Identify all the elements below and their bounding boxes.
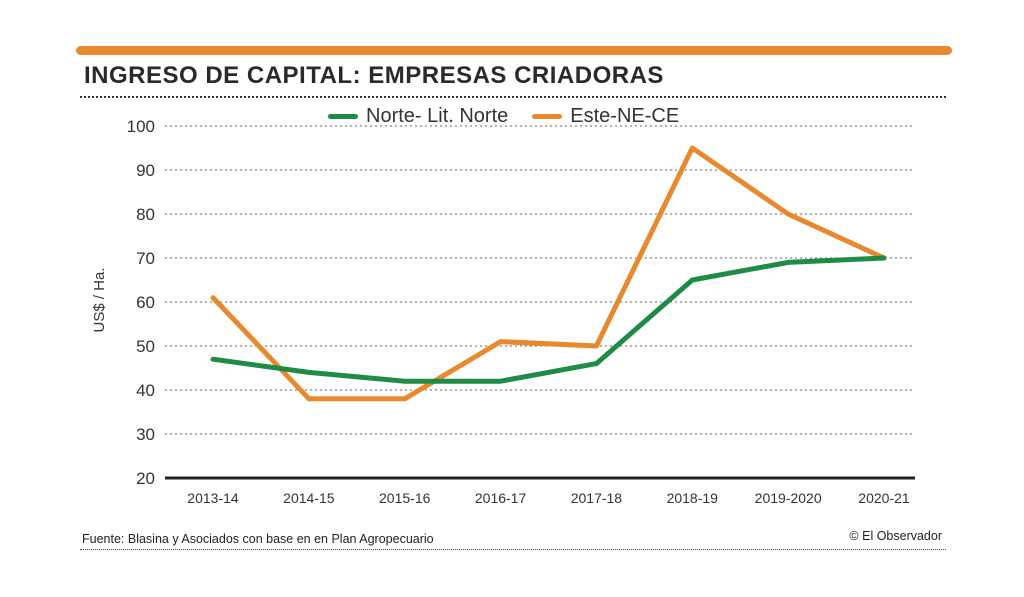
legend-label-norte: Norte- Lit. Norte — [366, 104, 509, 127]
y-tick-label: 70 — [136, 249, 155, 268]
x-tick-label: 2019-2020 — [755, 490, 822, 506]
title-divider — [80, 96, 946, 98]
y-tick-label: 40 — [136, 381, 155, 400]
series-line-este — [210, 145, 887, 402]
y-tick-label: 20 — [136, 469, 155, 488]
chart-legend: Norte- Lit. Norte Este-NE-CE — [328, 104, 703, 128]
y-axis-ticks: 20 30 40 50 60 70 80 90 100 — [127, 117, 155, 488]
y-tick-label: 30 — [136, 425, 155, 444]
footer-divider — [80, 549, 946, 550]
x-tick-label: 2017-18 — [571, 490, 623, 506]
series-line-norte — [210, 255, 887, 384]
y-tick-label: 90 — [136, 161, 155, 180]
x-axis-ticks: 2013-14 2014-15 2015-16 2016-17 2017-18 2018-… — [187, 490, 910, 506]
x-tick-label: 2015-16 — [379, 490, 431, 506]
y-axis-label: US$ / Ha. — [91, 267, 108, 332]
legend-item-norte: Norte- Lit. Norte — [328, 105, 508, 128]
legend-swatch-norte — [328, 113, 358, 119]
x-tick-label: 2014-15 — [283, 490, 335, 506]
source-note: Fuente: Blasina y Asociados con base en … — [82, 532, 434, 546]
y-tick-label: 100 — [127, 117, 155, 136]
x-tick-label: 2020-21 — [858, 490, 910, 506]
legend-item-este: Este-NE-CE — [532, 105, 679, 128]
x-tick-label: 2018-19 — [667, 490, 719, 506]
credit-note: © El Observador — [849, 529, 942, 543]
data-series — [210, 145, 887, 402]
legend-label-este: Este-NE-CE — [570, 104, 680, 127]
gridlines — [165, 125, 915, 480]
legend-swatch-este — [532, 113, 563, 119]
chart-title: INGRESO DE CAPITAL: EMPRESAS CRIADORAS — [84, 62, 664, 89]
header-accent-bar — [76, 46, 952, 55]
y-tick-label: 50 — [136, 337, 155, 356]
x-tick-label: 2016-17 — [475, 490, 527, 506]
y-tick-label: 60 — [136, 293, 155, 312]
x-tick-label: 2013-14 — [187, 490, 239, 506]
y-tick-label: 80 — [136, 205, 155, 224]
